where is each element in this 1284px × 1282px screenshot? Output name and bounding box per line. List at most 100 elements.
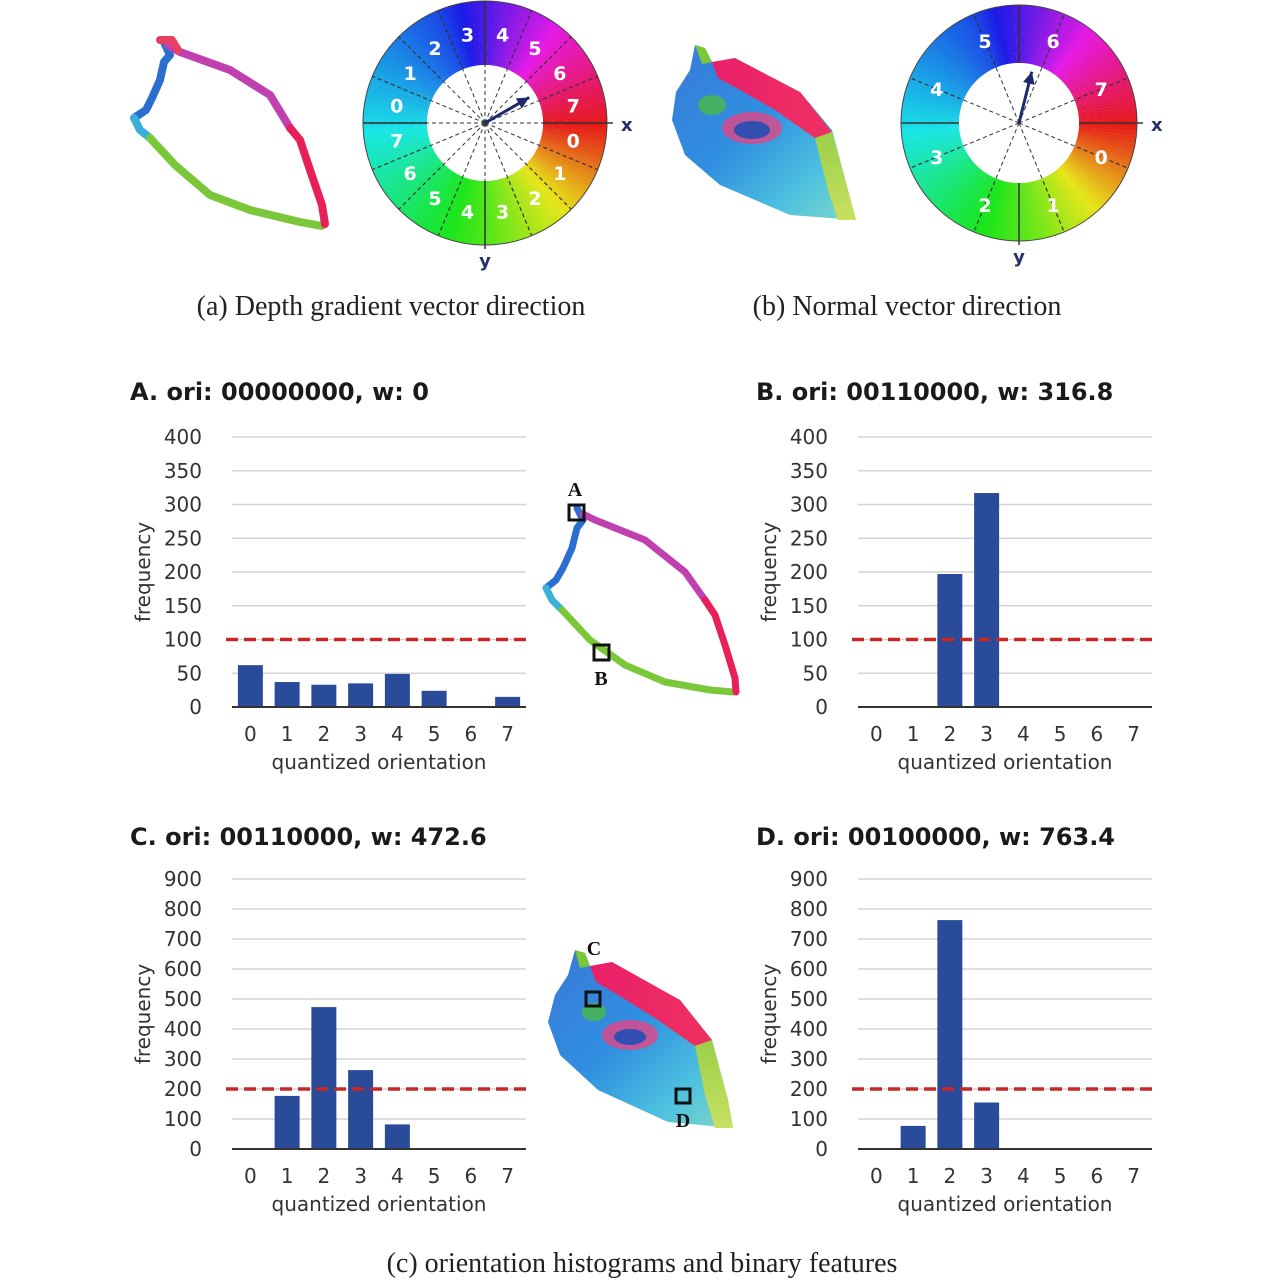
- wheel-b-ring-slice: [931, 163, 976, 205]
- wheel-b-ring-slice: [1045, 16, 1075, 71]
- wheel-b-ring-slice: [956, 173, 989, 226]
- wheel-b-ring-slice: [1066, 50, 1115, 88]
- wheel-a-ring-slice: [491, 1, 503, 66]
- wheel-a-ring-slice: [379, 151, 436, 188]
- wheel-b-ring-slice: [1077, 135, 1135, 152]
- wheel-b-ring-slice: [974, 178, 999, 234]
- wheel-b-ring-slice: [1031, 181, 1048, 239]
- y-tick-label: 350: [790, 459, 828, 483]
- wheel-b-ring-slice: [1078, 123, 1137, 128]
- wheel-a-ring-slice: [492, 180, 507, 244]
- wheel-b-ring-slice: [1047, 18, 1079, 72]
- wheel-b-ring-slice: [901, 110, 960, 119]
- iron-normal-map: [672, 45, 856, 220]
- wheel-b-bin-label: 1: [1046, 195, 1059, 217]
- wheel-a-ring-slice: [493, 2, 507, 66]
- wheel-b-ring-slice: [943, 29, 983, 78]
- wheel-b-inner-sector-line: [995, 122, 1020, 179]
- x-tick-label: 7: [501, 1164, 514, 1188]
- y-tick-label: 400: [164, 1017, 202, 1041]
- wheel-a-ring-slice: [542, 118, 607, 124]
- wheel-a-ring-slice: [512, 15, 547, 73]
- wheel-a-ring-slice: [489, 1, 498, 66]
- wheel-a-inner-sector-line: [484, 122, 508, 177]
- wheel-b-inner-sector-line: [963, 99, 1020, 124]
- wheel-a-x-letter: x: [621, 115, 633, 136]
- wheel-a-ring-slice: [366, 89, 430, 109]
- wheel-b-ring-slice: [1074, 78, 1130, 103]
- wheel-b-inner-sector-line: [1018, 122, 1043, 179]
- wheel-b-ring-slice: [921, 156, 971, 193]
- wheel-a-bin-label: 2: [428, 38, 441, 60]
- wheel-a-ring-slice: [517, 21, 557, 77]
- wheel-b-ring-slice: [1006, 5, 1015, 64]
- y-tick-label: 400: [790, 425, 828, 449]
- wheel-a-ring-slice: [541, 135, 605, 153]
- bar: [421, 690, 447, 707]
- wheel-a-bin-label: 0: [390, 95, 403, 117]
- wheel-a-ring-slice: [542, 125, 607, 132]
- wheel-a-ring-slice: [381, 54, 437, 93]
- wheel-a-bin-label: 3: [496, 201, 509, 223]
- chart-title: B. ori: 00110000, w: 316.8: [756, 378, 1113, 406]
- wheel-a-ring-slice: [541, 97, 606, 114]
- wheel-a-ring-slice: [455, 179, 473, 243]
- marker-label-a: A: [568, 479, 583, 501]
- wheel-b-ring-slice: [926, 46, 974, 87]
- wheel-b-ring-slice: [1019, 5, 1024, 64]
- wheel-a-ring-slice: [540, 85, 603, 108]
- wheel-a-ring-slice: [363, 105, 428, 117]
- wheel-b-ring-slice: [933, 164, 978, 208]
- wheel-b-ring-slice: [990, 7, 1007, 65]
- x-tick-label: 3: [354, 722, 367, 746]
- wheel-b-ring-slice: [1076, 137, 1134, 156]
- wheel-b-ring-slice: [1059, 166, 1101, 211]
- wheel-a-inner-sector-line: [431, 100, 486, 124]
- wheel-b-ring-slice: [1027, 6, 1040, 64]
- wheel-a-ring-slice: [472, 180, 481, 245]
- wheel-a-ring-slice: [472, 1, 482, 66]
- wheel-a-bin-label: 1: [553, 163, 566, 185]
- wheel-a-ring-slice: [488, 180, 498, 245]
- wheel-b-ring-slice: [960, 18, 991, 72]
- wheel-a-ring-slice: [540, 89, 604, 110]
- wheel-b-ring-slice: [1059, 35, 1102, 80]
- wheel-b-inner-sector-line: [1018, 99, 1075, 124]
- wheel-b-ring-slice: [1076, 90, 1134, 109]
- wheel-b-ring-slice: [1075, 141, 1132, 164]
- x-tick-label: 3: [980, 1164, 993, 1188]
- wheel-b-ring-slice: [1064, 159, 1112, 200]
- x-tick-label: 6: [465, 1164, 478, 1188]
- y-tick-label: 0: [815, 1137, 828, 1161]
- wheel-a-ring-slice: [431, 175, 462, 235]
- y-tick-label: 700: [790, 927, 828, 951]
- marker-box-c: [584, 990, 602, 1008]
- wheel-a-ring-slice: [365, 134, 429, 153]
- wheel-a-ring-slice: [508, 175, 539, 235]
- x-tick-label: 7: [1127, 722, 1140, 746]
- x-axis-label: quantized orientation: [898, 750, 1113, 774]
- wheel-a-ring-slice: [538, 142, 600, 169]
- wheel-b-ring-slice: [901, 106, 960, 117]
- wheel-a-ring-slice: [375, 65, 434, 98]
- wheel-b-ring-slice: [1050, 22, 1086, 74]
- wheel-a-ring-slice: [537, 146, 597, 177]
- y-tick-label: 700: [164, 927, 202, 951]
- wheel-b-ring-slice: [909, 145, 965, 171]
- y-tick-label: 800: [790, 897, 828, 921]
- wheel-a-ring-slice: [528, 41, 579, 86]
- wheel-a-ring-slice: [463, 180, 477, 244]
- wheel-a-ring-slice: [383, 155, 439, 195]
- wheel-b-ring-slice: [952, 172, 988, 224]
- wheel-b-ring-slice: [908, 143, 964, 168]
- wheel-b-bin-label: 4: [930, 79, 943, 101]
- wheel-b-ring-slice: [928, 43, 975, 85]
- x-tick-label: 0: [870, 1164, 883, 1188]
- wheel-a-ring-slice: [409, 168, 451, 222]
- wheel-b-ring-slice: [1014, 182, 1019, 241]
- wheel-b-ring-slice: [936, 166, 979, 211]
- wheel-a-ring-slice: [455, 3, 474, 67]
- x-tick-label: 5: [1054, 1164, 1067, 1188]
- wheel-b-ring-slice: [905, 139, 962, 160]
- x-tick-label: 4: [1017, 1164, 1030, 1188]
